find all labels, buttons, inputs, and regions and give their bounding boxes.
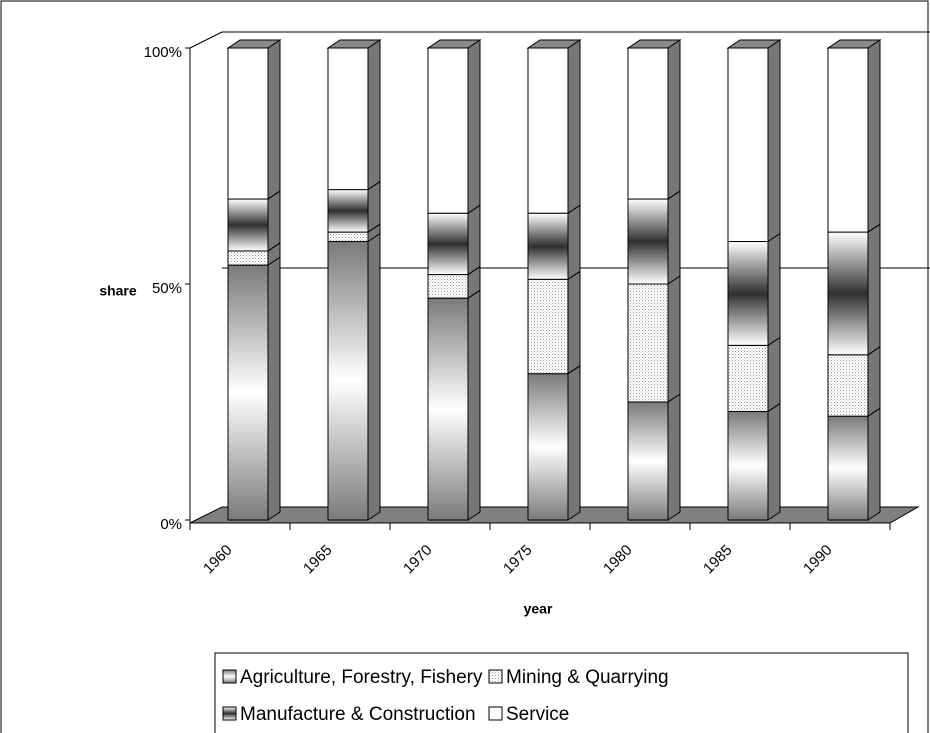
bar-top	[426, 39, 482, 49]
bar-side	[767, 39, 781, 243]
bar-side	[367, 39, 381, 191]
bar-segment	[227, 250, 269, 266]
bar-segment	[727, 344, 769, 412]
x-tick-label: 1980	[600, 542, 636, 578]
bar-segment	[327, 47, 369, 191]
x-tick-label: 1960	[200, 542, 236, 578]
bar-side	[367, 180, 381, 234]
x-tick-label: 1985	[700, 542, 736, 578]
bar-segment	[627, 198, 669, 285]
bar-segment	[527, 47, 569, 214]
legend-label: Service	[506, 704, 569, 725]
bar-segment	[427, 212, 469, 276]
bar-segment	[827, 415, 869, 521]
bar-side	[667, 190, 681, 285]
bar-side	[867, 407, 881, 521]
legend-label: Mining & Quarrying	[506, 667, 669, 688]
bar-side	[267, 39, 281, 200]
bar-segment	[827, 231, 869, 356]
bar-side	[867, 223, 881, 356]
bar-segment	[327, 189, 369, 233]
bar-top	[826, 39, 882, 49]
bar-side	[667, 393, 681, 521]
bar-segment	[327, 241, 369, 521]
legend-swatch	[222, 669, 237, 684]
x-tick-label: 1970	[400, 542, 436, 578]
bar-side	[267, 190, 281, 252]
bar-segment	[327, 231, 369, 243]
bar-side	[767, 232, 781, 347]
bar-side	[267, 256, 281, 521]
legend-label: Agriculture, Forestry, Fishery	[240, 667, 483, 688]
bar-segment	[427, 297, 469, 521]
bar-side	[567, 364, 581, 521]
x-tick-label: 1975	[500, 542, 536, 578]
legend-swatch	[488, 669, 503, 684]
bar-side	[867, 345, 881, 418]
bar-side	[767, 336, 781, 413]
y-tick-label: 0%	[160, 516, 182, 533]
y-tick-label: 50%	[152, 280, 182, 297]
x-tick-label: 1965	[300, 542, 336, 578]
bar-segment	[627, 283, 669, 403]
bar-side	[667, 275, 681, 403]
bar-segment	[527, 278, 569, 375]
bar-top	[526, 39, 582, 49]
y-tick-label: 100%	[144, 44, 182, 61]
bar-segment	[727, 410, 769, 521]
bar-side	[767, 402, 781, 521]
bar-segment	[527, 212, 569, 280]
bar-segment	[427, 47, 469, 214]
y-axis-title: share	[99, 283, 137, 299]
legend-swatch	[488, 706, 503, 721]
bar-side	[567, 204, 581, 281]
bar-segment	[727, 47, 769, 243]
bar-side	[567, 39, 581, 215]
bar-top	[626, 39, 682, 49]
legend-box	[214, 652, 909, 733]
bar-segment	[627, 401, 669, 521]
bar-side	[867, 39, 881, 234]
bar-top	[226, 39, 282, 49]
bar-segment	[627, 47, 669, 200]
bar-segment	[827, 354, 869, 417]
wall-edge	[189, 31, 223, 49]
bar-segment	[227, 47, 269, 200]
bar-segment	[727, 241, 769, 346]
bar-segment	[227, 264, 269, 521]
bar-side	[367, 232, 381, 521]
bar-top	[326, 39, 382, 49]
legend-swatch	[222, 706, 237, 721]
x-axis-title: year	[524, 601, 553, 617]
bar-segment	[227, 198, 269, 252]
bar-segment	[527, 373, 569, 521]
bar-side	[567, 270, 581, 375]
legend-label: Manufacture & Construction	[240, 704, 476, 725]
bar-side	[467, 289, 481, 521]
bar-segment	[427, 274, 469, 299]
bar-side	[667, 39, 681, 200]
bar-side	[467, 39, 481, 215]
bar-segment	[827, 47, 869, 233]
x-tick-label: 1990	[800, 542, 836, 578]
bar-top	[726, 39, 782, 49]
bar-side	[467, 204, 481, 276]
